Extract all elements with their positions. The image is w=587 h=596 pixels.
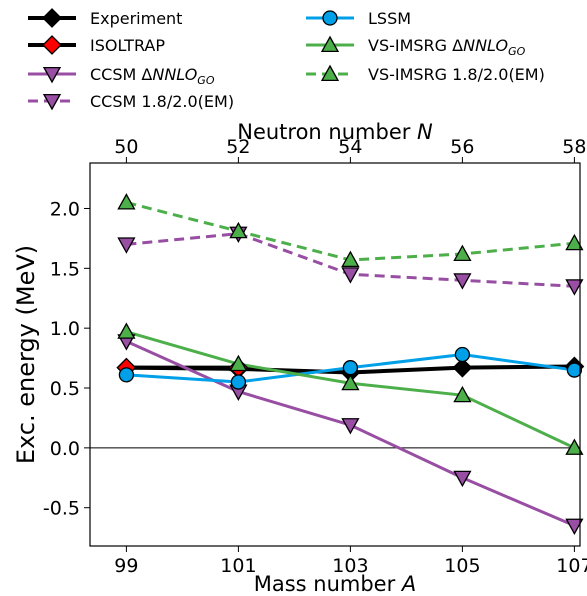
legend-marker-0 <box>42 8 62 28</box>
top-x-axis-label-var: N <box>417 120 433 144</box>
x-tick-label: 101 <box>220 555 256 577</box>
y-axis-label: Exc. energy (MeV) <box>12 245 40 464</box>
axes-group: 99 50 101 52 103 54 105 56 107 58 -0.5 0.0 0.5 1.0 1.5… <box>43 136 587 577</box>
data-point-6-1 <box>229 221 248 239</box>
legend-label-text: VS-IMSRG Δ <box>368 36 463 55</box>
legend-label-subscript: GO <box>508 45 526 58</box>
legend-label-0: Experiment <box>90 9 182 28</box>
legend-marker-3 <box>42 93 62 111</box>
y-tick-label: -0.5 <box>43 498 80 520</box>
legend-label-subscript: GO <box>197 74 215 87</box>
plot-area <box>90 163 580 546</box>
data-point-5-1 <box>229 354 248 372</box>
data-point-5-0 <box>117 322 136 339</box>
legend-label-text: CCSM 1.8/2.0(EM) <box>90 92 234 111</box>
legend-marker-2 <box>42 66 62 84</box>
legend-marker-1 <box>42 35 62 55</box>
data-point-3-0 <box>117 237 136 254</box>
y-tick-label: 1.0 <box>50 318 80 340</box>
legend-label-1: ISOLTRAP <box>90 36 165 55</box>
x-axis-label-text: Mass number <box>254 572 402 596</box>
data-point-3-4 <box>565 279 584 296</box>
data-point-4-2 <box>342 360 359 376</box>
x-tick-label: 107 <box>556 555 587 577</box>
y-tick-label: 1.5 <box>50 258 80 280</box>
data-point-0-3 <box>452 357 473 378</box>
plot-background <box>90 163 580 546</box>
top-x-axis-label-text: Neutron number <box>237 120 417 144</box>
x-axis-label: Mass number A <box>254 572 417 596</box>
legend-label-text: Experiment <box>90 9 182 28</box>
legend-label-text: VS-IMSRG 1.8/2.0(EM) <box>368 65 545 84</box>
series-group <box>116 193 585 535</box>
x-axis-label-var: A <box>400 572 416 596</box>
top-x-tick-label: 52 <box>226 136 250 158</box>
axes-frame <box>89 162 581 547</box>
legend-label-italic: NNLO <box>463 36 508 55</box>
y-tick-label: 0.0 <box>50 438 80 460</box>
data-point-2-2 <box>341 418 360 435</box>
legend-label-3: CCSM 1.8/2.0(EM) <box>90 92 234 111</box>
top-x-tick-label: 58 <box>562 136 586 158</box>
top-x-tick-label: 54 <box>338 136 362 158</box>
legend-label-6: VS-IMSRG 1.8/2.0(EM) <box>368 65 545 84</box>
data-point-6-0 <box>117 193 136 210</box>
data-point-4-1 <box>230 374 247 390</box>
data-point-2-4 <box>565 518 584 535</box>
legend-label-text: LSSM <box>368 9 411 28</box>
data-point-5-4 <box>565 438 584 455</box>
data-point-6-4 <box>565 233 584 251</box>
data-point-2-3 <box>453 470 472 488</box>
data-point-5-3 <box>453 385 472 403</box>
y-tick-label: 2.0 <box>50 198 80 220</box>
legend-label-text: ISOLTRAP <box>90 36 165 55</box>
y-tick-label: 0.5 <box>50 378 80 400</box>
top-x-tick-label: 50 <box>114 136 138 158</box>
data-point-5-2 <box>341 373 360 391</box>
data-point-6-3 <box>453 244 472 262</box>
data-point-6-2 <box>341 250 360 267</box>
data-point-4-4 <box>566 362 583 378</box>
top-x-tick-label: 56 <box>450 136 474 158</box>
data-point-3-3 <box>453 273 472 290</box>
legend-marker-4 <box>322 10 338 26</box>
top-x-axis-label: Neutron number N <box>237 120 433 144</box>
legend-label-text: CCSM Δ <box>90 65 152 84</box>
legend-marker-5 <box>320 35 340 53</box>
legend-label-4: LSSM <box>368 9 411 28</box>
x-tick-label: 103 <box>332 555 368 577</box>
x-tick-label: 99 <box>114 555 138 577</box>
data-point-4-3 <box>454 346 471 363</box>
legend-label-5: VS-IMSRG ΔNNLOGO <box>368 36 526 58</box>
legend-marker-6 <box>320 64 340 82</box>
x-tick-label: 105 <box>444 555 480 577</box>
legend-label-2: CCSM ΔNNLOGO <box>90 65 215 87</box>
data-point-3-2 <box>341 267 360 284</box>
legend-label-italic: NNLO <box>152 65 197 84</box>
data-point-4-0 <box>118 367 135 383</box>
